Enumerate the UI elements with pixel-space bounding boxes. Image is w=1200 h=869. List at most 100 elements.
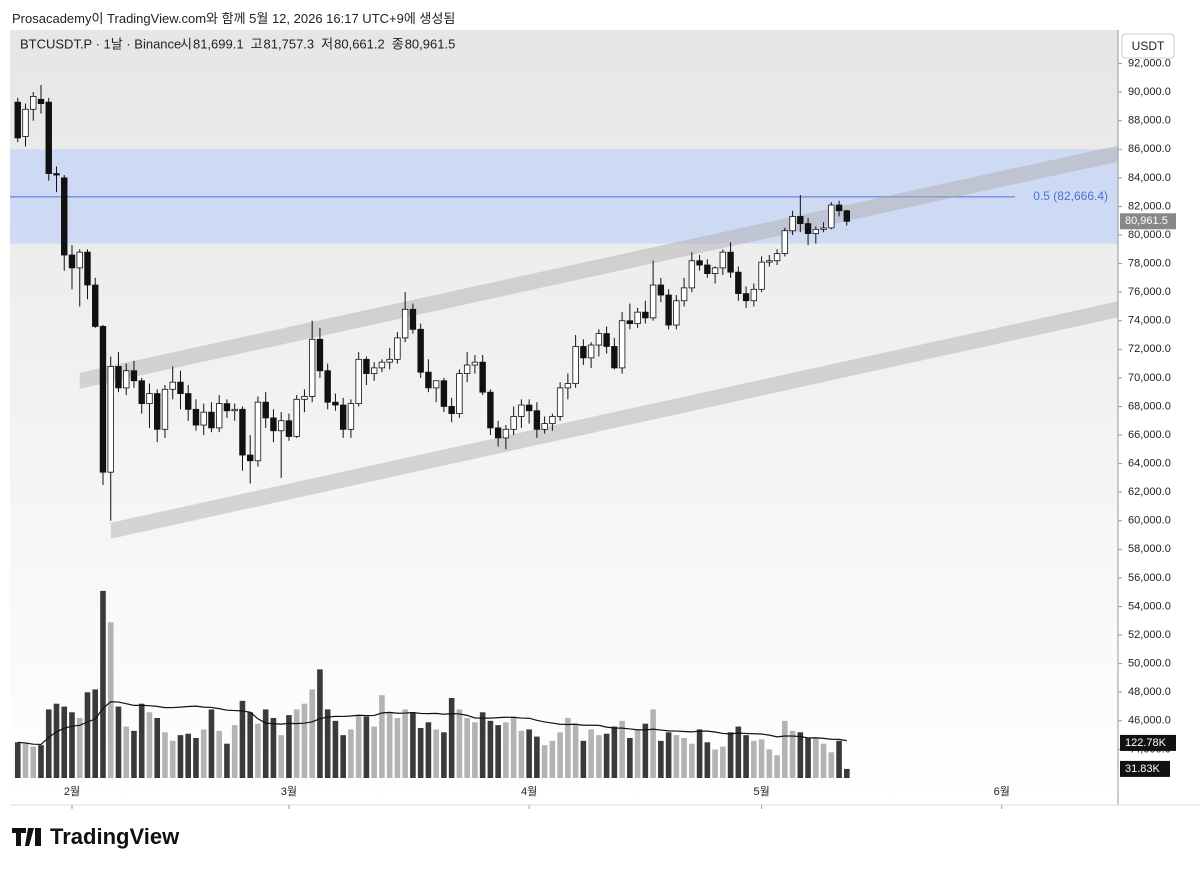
volume-bar: [131, 730, 137, 778]
candle-body: [727, 251, 734, 273]
ohlc-name: 고: [251, 36, 263, 51]
volume-bar: [200, 729, 207, 778]
plot-bg: [10, 30, 1118, 805]
candle-body: [742, 293, 750, 302]
candle-body: [177, 381, 184, 395]
volume-bar: [146, 712, 153, 778]
ohlc-value: 80,961.5: [405, 36, 456, 51]
volume-bar: [208, 709, 215, 778]
candle-body: [463, 364, 471, 375]
candle-body: [642, 311, 649, 319]
volume-bar: [580, 740, 587, 778]
volume-bar: [805, 738, 811, 778]
candle-body: [704, 264, 711, 274]
volume-bar: [503, 722, 509, 778]
candle-body: [649, 284, 657, 319]
volume-bar: [100, 590, 106, 778]
y-tick-label: 80,000.0: [1128, 229, 1171, 241]
volume-bar: [634, 729, 641, 778]
ma-tag: [1120, 734, 1176, 751]
volume-bar: [270, 718, 277, 778]
candle-body: [789, 216, 796, 232]
volume-bar: [417, 728, 424, 778]
volume-tag-label: 31.83K: [1125, 763, 1161, 775]
candle-body: [781, 230, 789, 254]
volume-bar: [216, 730, 223, 778]
candle-body: [735, 271, 742, 294]
currency-box[interactable]: [1121, 33, 1175, 59]
candle-body: [719, 251, 727, 269]
candle-body: [208, 411, 215, 429]
candle-body: [84, 251, 91, 286]
candle-body: [92, 284, 99, 327]
candle-body: [556, 387, 564, 417]
candle-body: [510, 416, 517, 430]
y-tick-label: 92,000.0: [1128, 57, 1171, 69]
candle-body: [192, 408, 200, 426]
volume-bar: [751, 740, 757, 778]
candle-body: [130, 370, 138, 382]
candle-body: [45, 101, 52, 174]
ohlc-value: 80,661.2: [334, 36, 385, 51]
y-tick-label: 52,000.0: [1128, 629, 1171, 641]
volume-bar: [402, 709, 408, 778]
volume-bar: [340, 735, 346, 778]
logo: [12, 828, 41, 846]
currency: USDT: [1132, 39, 1165, 53]
ohlc-value: 81,757.3: [264, 36, 315, 51]
volume-bar: [518, 730, 525, 778]
volume-bar: [565, 718, 571, 778]
y-tick-label: 46,000.0: [1128, 715, 1171, 727]
volume-bar: [813, 738, 819, 778]
volume-bar: [286, 715, 292, 778]
y-tick-label: 74,000.0: [1128, 315, 1171, 327]
volume-bar: [712, 749, 718, 778]
candle-body: [502, 428, 510, 439]
candle-body: [185, 393, 192, 410]
candle-body: [471, 361, 479, 366]
candle-body: [146, 393, 153, 405]
volume-bar: [61, 706, 68, 778]
symbol-title: BTCUSDT.P · 1날 · Binance: [20, 36, 181, 51]
y-tick-label: 48,000.0: [1128, 686, 1171, 698]
volume-bar: [386, 712, 393, 778]
y-tick-label: 66,000.0: [1128, 429, 1171, 441]
volume-bar: [510, 716, 517, 778]
price-tag: [1120, 213, 1176, 230]
candle-body: [401, 308, 409, 339]
candle-body: [14, 101, 21, 139]
candle-body: [673, 300, 680, 326]
candle-body: [308, 338, 316, 397]
volume-bar: [642, 723, 649, 778]
volume-bar: [627, 738, 633, 778]
volume-bar: [797, 732, 804, 778]
y-tick-label: 76,000.0: [1128, 286, 1171, 298]
volume-bar: [464, 718, 470, 778]
candle-body: [394, 337, 401, 360]
volume-bar: [766, 749, 773, 778]
price-tag-label: 80,961.5: [1125, 215, 1168, 227]
ohlc-name: 종: [392, 36, 404, 51]
ohlc-name: 저: [321, 36, 333, 51]
y-tick-label: 62,000.0: [1128, 486, 1171, 498]
volume-bar: [379, 695, 385, 778]
volume-bar: [309, 689, 315, 778]
volume-bar: [239, 700, 246, 778]
volume-bar: [14, 742, 21, 778]
volume-bar: [255, 723, 261, 778]
volume-bar: [224, 743, 230, 778]
volume-bar: [720, 746, 726, 778]
candle-body: [216, 403, 223, 429]
candle-body: [339, 404, 347, 430]
candle-body: [246, 454, 254, 462]
candle-body: [750, 288, 758, 302]
x-tick-label: 4월: [521, 785, 537, 798]
candle-body: [254, 401, 262, 462]
candle-body: [835, 204, 843, 212]
candle-body: [22, 108, 29, 137]
volume-bar: [572, 723, 579, 778]
y-tick-label: 72,000.0: [1128, 343, 1171, 355]
volume-bar: [185, 733, 192, 778]
candle-body: [541, 423, 548, 430]
candle-body: [123, 370, 130, 389]
